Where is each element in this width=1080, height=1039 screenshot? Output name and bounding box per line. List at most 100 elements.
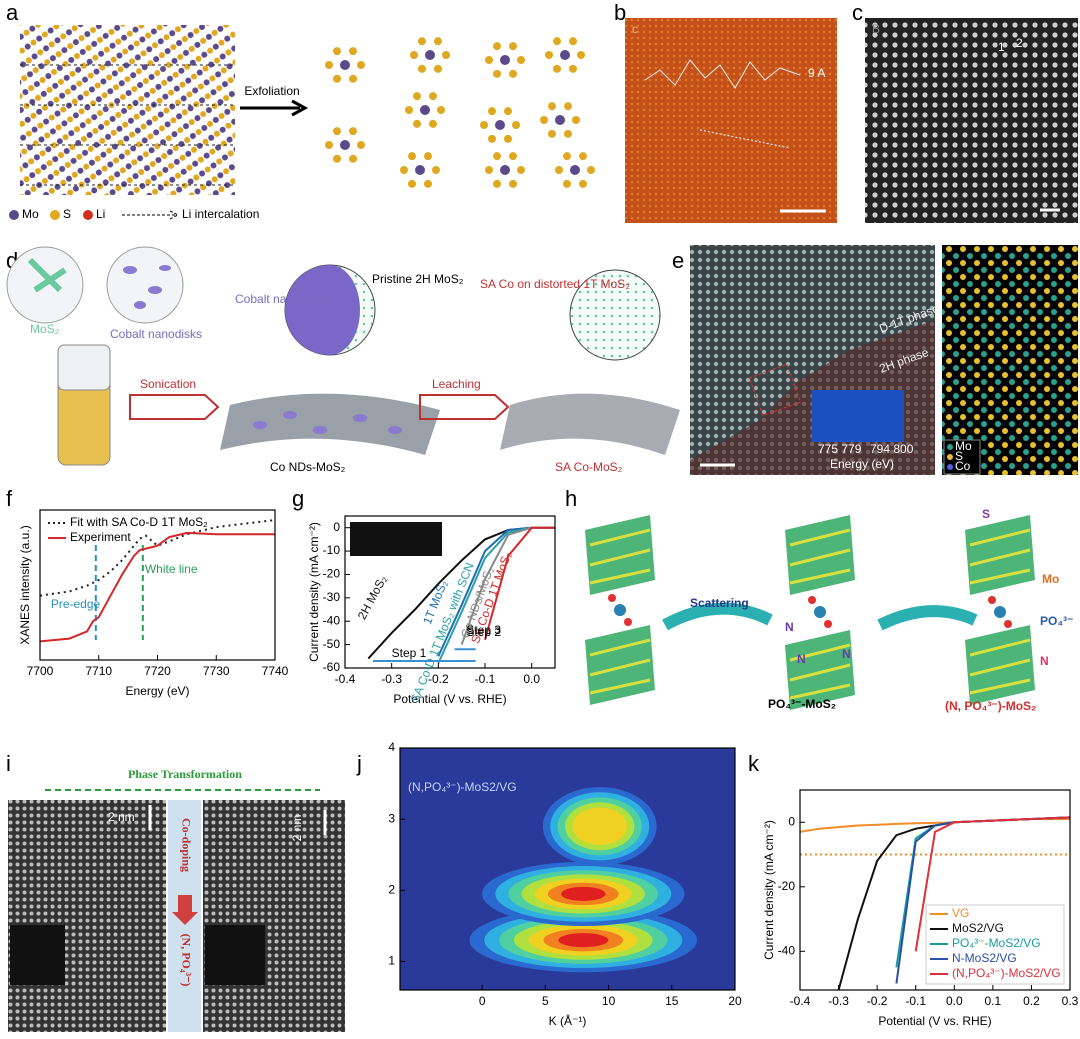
legend-label: (N,PO₄³⁻)-MoS2/VG [952,966,1061,980]
atom [564,129,572,138]
y-tick-label: -30 [323,590,341,604]
stem-image [203,800,345,1032]
atom [400,166,408,174]
zoom-circle [569,269,661,361]
mos2-slab [585,625,655,705]
atom [548,102,556,111]
atom [493,152,501,161]
atom [564,102,572,111]
x-tick-label: 0.3 [1062,994,1079,1008]
x-tick-label: 0.0 [523,672,540,686]
atom [485,56,493,64]
atom [333,154,341,163]
atom [434,64,442,73]
contour-level [572,807,628,846]
panel-label: b [614,0,626,25]
chart-title: (N,PO₄³⁻)-MoS2/VG [408,780,517,794]
x-tick-label: -0.1 [475,672,496,686]
atom [357,61,365,69]
x-tick-label: 7730 [203,664,230,678]
step-label: Step 3 [466,623,501,637]
po4 [994,606,1006,618]
x-tick-label: -0.4 [790,994,811,1008]
atom [434,37,442,46]
o [624,618,632,626]
legend-dot [9,210,19,220]
atom [509,152,517,161]
stem-image [8,800,166,1032]
x-tick-label: -0.1 [905,994,926,1008]
x-tick-label: -0.4 [335,672,356,686]
mos2-slab [785,630,855,710]
atom [442,51,450,59]
atom [579,179,587,188]
atom [420,105,430,115]
plot-frame [399,747,736,991]
axis-label: Energy (eV) [830,457,894,471]
arrow [877,605,978,631]
legend-label: S [63,207,71,221]
panel-label: f [6,486,13,511]
panel-label: i [6,751,11,776]
profile-line [699,129,791,149]
x-tick-label: 0.0 [946,994,963,1008]
label: Cobalt nanodisks [110,327,202,341]
y-tick-label: -10 [323,543,341,557]
atom [405,106,413,114]
atom [517,166,525,174]
panel-label: h [565,486,577,511]
atom [432,166,440,174]
contour-level [561,886,606,901]
y-tick-label: 4 [388,740,395,754]
label: Mo [1042,572,1059,586]
atom [540,116,548,124]
atom [579,152,587,161]
atom [509,179,517,188]
clusters [325,37,595,188]
po4 [814,606,826,618]
mos2-bonds [589,638,651,695]
atom [437,106,445,114]
legend-box [925,904,1065,985]
atom [340,60,350,70]
panel-label: j [356,751,362,776]
x-tick-label: 0.2 [1023,994,1040,1008]
atom [548,129,556,138]
arrow-label: Exfoliation [244,84,299,98]
atom [569,37,577,46]
y-tick-label: -20 [323,567,341,581]
x-tick-label: -0.2 [428,672,449,686]
marker: 2 [1016,36,1023,50]
plot-frame [344,515,556,669]
atom [333,47,341,56]
x-tick-label: 7720 [144,664,171,678]
y-tick-label: -60 [323,660,341,674]
substrate [220,393,440,455]
nanodisks [123,265,171,309]
x-tick-label: 15 [665,994,679,1008]
arrow [662,602,773,631]
atom [504,107,512,116]
x-tick-label: -0.2 [867,994,888,1008]
atom [500,55,510,65]
x-tick-label: 0 [479,994,486,1008]
atom [560,50,570,60]
series-label: 2H MoS₂ [355,573,390,622]
atom [415,165,425,175]
inset-label: c [632,22,638,36]
legend-dot [947,464,953,470]
label: PO₄³⁻ [1040,614,1073,628]
po4 [614,604,626,616]
fft-inset [10,925,65,985]
mos2-flakes [27,257,67,293]
atom [410,51,418,59]
y-tick-label: 2 [388,883,395,897]
title: Phase Transformation [128,767,242,781]
tick-label: 775 779 [818,442,862,456]
atom [509,69,517,78]
step-label: Step 1 [392,646,427,660]
arrow [172,895,198,925]
o [608,594,616,602]
y-axis-label: Current density (mA cm⁻²) [762,820,776,960]
atom [424,179,432,188]
